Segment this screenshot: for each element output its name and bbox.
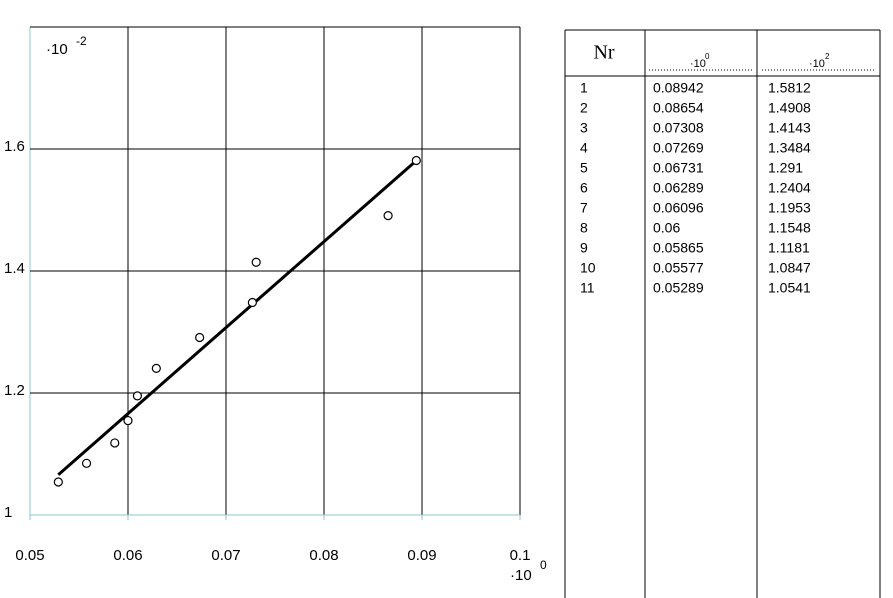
- y-tick-label: 1.2: [4, 382, 25, 399]
- y-tick-label: 1.6: [4, 138, 25, 155]
- y-tick-label: 1.4: [4, 260, 25, 277]
- table-cell: 9: [580, 240, 588, 256]
- table-cell: 1.0847: [768, 260, 811, 276]
- table-cell: 0.08654: [653, 100, 704, 116]
- table-cell: 0.05577: [653, 260, 704, 276]
- table-cell: 1.4908: [768, 100, 811, 116]
- table-cell: 8: [580, 220, 588, 236]
- x-tick-label: 0.05: [15, 547, 44, 564]
- data-point: [110, 438, 120, 448]
- data-point: [53, 477, 63, 487]
- table-cell: 0.06289: [653, 180, 704, 196]
- table-cell: 0.06731: [653, 160, 704, 176]
- data-point: [411, 155, 421, 166]
- column-unit-exponent: 2: [825, 52, 830, 61]
- data-point: [251, 257, 261, 267]
- table-cell: 0.07308: [653, 120, 704, 136]
- y-scale-exponent: -2: [76, 34, 87, 48]
- table-cell: 1.4143: [768, 120, 811, 136]
- table-cell: 4: [580, 140, 588, 156]
- x-scale-label: ·10: [510, 567, 532, 584]
- table-cell: 5: [580, 160, 588, 176]
- data-point: [151, 363, 161, 373]
- table-cell: 1: [580, 80, 588, 96]
- table-cell: 1.2404: [768, 180, 811, 196]
- table-cell: 0.08942: [653, 80, 704, 96]
- table-cell: 0.07269: [653, 140, 704, 156]
- table-cell: 10: [580, 260, 596, 276]
- table-cell: 1.1181: [768, 240, 810, 256]
- y-tick-label: 1: [4, 504, 12, 521]
- table-cell: 0.06: [653, 220, 680, 236]
- x-tick-label: 0.08: [309, 547, 338, 564]
- column-unit: ·10: [690, 58, 706, 70]
- table-cell: 1.5812: [768, 80, 811, 96]
- table-cell: 1.1548: [768, 220, 811, 236]
- table-cell: 7: [580, 200, 588, 216]
- data-point: [123, 415, 133, 426]
- data-point: [383, 211, 393, 221]
- data-point: [81, 458, 92, 468]
- x-tick-label: 0.09: [407, 547, 436, 564]
- data-point: [195, 332, 205, 343]
- table-cell: 6: [580, 180, 588, 196]
- x-tick-label: 0.07: [211, 547, 240, 564]
- data-point: [132, 391, 143, 401]
- x-tick-label: 0.1: [510, 547, 531, 564]
- table-cell: 1.0541: [768, 280, 811, 296]
- table-cell: 2: [580, 100, 588, 116]
- data-point: [247, 297, 257, 308]
- column-unit-exponent: 0: [705, 52, 710, 61]
- fit-line: [57, 159, 418, 476]
- y-scale-label: ·10: [46, 41, 68, 58]
- table-cell: 0.05865: [653, 240, 704, 256]
- table-cell: 1.3484: [768, 140, 811, 156]
- table-cell: 0.05289: [653, 280, 704, 296]
- table-header: Nr: [593, 42, 614, 64]
- table-cell: 0.06096: [653, 200, 704, 216]
- column-unit: ·10: [809, 58, 825, 70]
- table-cell: 11: [580, 280, 595, 296]
- x-scale-exponent: 0: [540, 558, 547, 572]
- x-tick-label: 0.06: [113, 547, 142, 564]
- table-cell: 1.291: [768, 160, 803, 176]
- table-cell: 1.1953: [768, 200, 811, 216]
- table-cell: 3: [580, 120, 588, 136]
